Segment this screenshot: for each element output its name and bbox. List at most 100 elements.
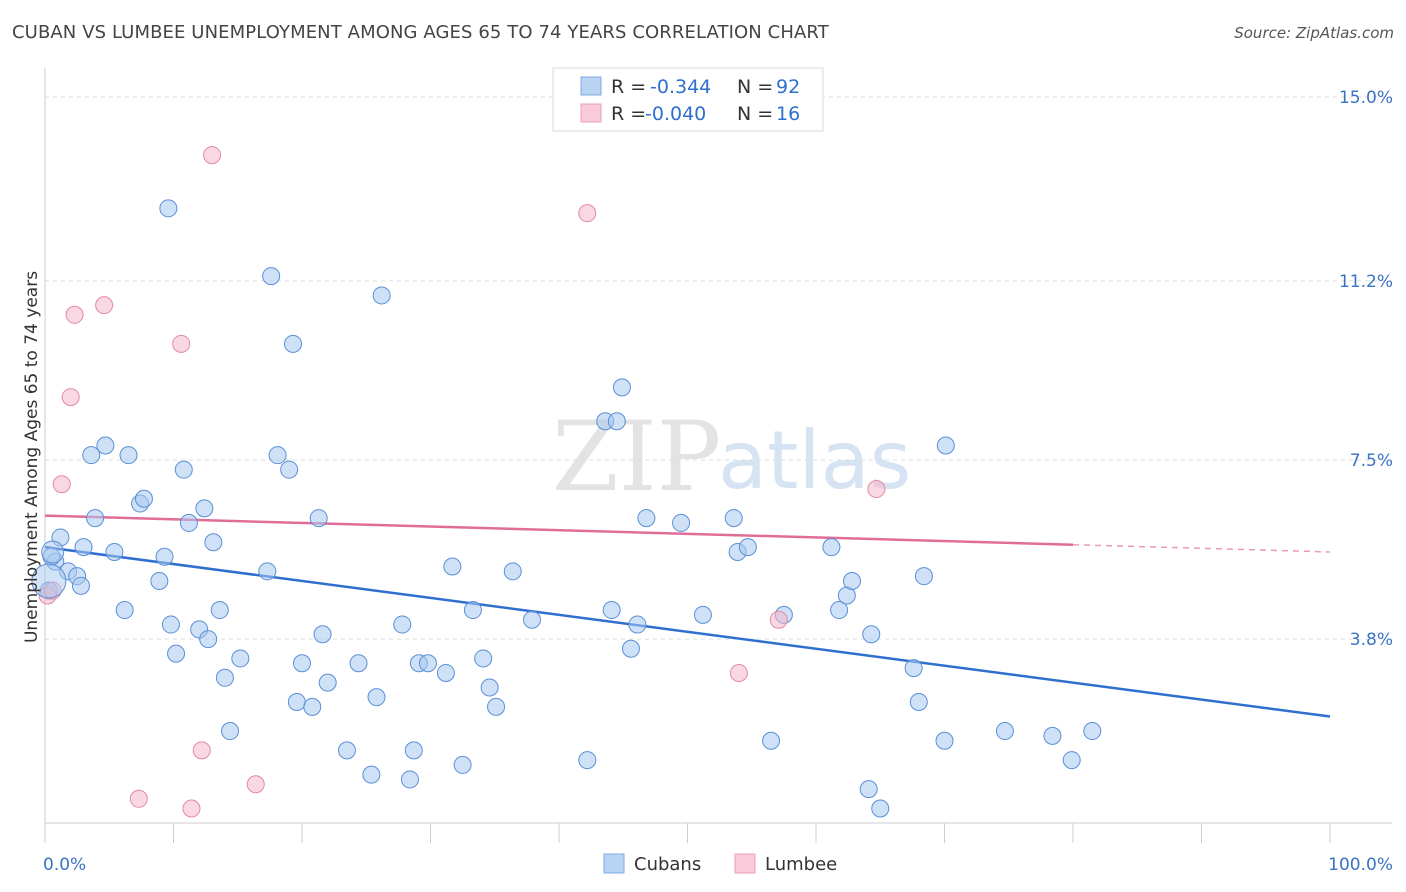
point-cubans [74,538,93,557]
y-tick-label: 15.0% [1339,88,1393,108]
y-tick-label: 11.2% [1339,272,1393,292]
point-cubans [914,567,933,586]
chart-title: CUBAN VS LUMBEE UNEMPLOYMENT AMONG AGES … [12,22,829,43]
point-cubans-large [31,563,67,599]
point-cubans [693,605,712,624]
bottom-legend-swatch-lumbee [734,853,756,874]
point-lumbee [52,475,71,494]
point-cubans [1062,751,1081,770]
point-cubans [179,513,198,532]
point-cubans [400,770,419,789]
point-cubans [303,697,322,716]
point-cubans [174,460,193,479]
point-cubans [480,678,499,697]
point-cubans [436,663,455,682]
legend-r-value-cubans: -0.344 [650,76,711,98]
point-cubans [1083,722,1102,741]
point-lumbee [578,204,597,223]
point-lumbee [192,741,211,760]
point-cubans [210,601,229,620]
point-cubans [280,460,299,479]
legend-n-value-lumbee: 16 [776,103,800,125]
correlation-legend: R = -0.344 N = 92 R = -0.040 N = 16 [552,67,824,132]
point-cubans [859,780,878,799]
point-cubans [367,688,386,707]
point-cubans [1043,726,1062,745]
point-cubans [86,509,105,528]
point-cubans [105,542,124,561]
point-cubans [262,267,281,286]
point-cubans [762,731,781,750]
point-lumbee [65,305,84,324]
point-cubans [349,654,368,673]
point-cubans [293,654,311,673]
point-cubans [119,446,138,465]
point-cubans [935,731,954,750]
point-cubans [822,538,841,557]
point-cubans [134,489,153,508]
point-cubans [578,751,597,770]
point-cubans [258,562,277,581]
point-cubans [404,741,423,760]
point-cubans [150,572,169,590]
trend-line-lumbee [44,514,1074,546]
point-lumbee [172,334,191,353]
legend-n-label-lumbee: N = [737,103,773,125]
point-cubans [871,799,890,818]
point-cubans [71,576,90,595]
point-lumbee [867,480,886,499]
point-lumbee [729,663,748,682]
point-cubans [159,199,178,218]
point-cubans [738,538,757,557]
point-cubans [463,601,482,620]
point-cubans [724,509,743,528]
point-cubans [628,615,647,634]
trend-line-extension-lumbee [1072,543,1331,553]
x-tick-label: 100.0% [1328,855,1393,875]
bottom-legend-label-lumbee: Lumbee [765,854,837,875]
point-cubans [862,625,881,644]
point-cubans [161,615,180,634]
point-cubans [284,334,303,353]
point-cubans [418,654,437,673]
point-cubans [503,562,522,581]
legend-n-value-cubans: 92 [776,76,800,98]
point-cubans [487,697,506,716]
legend-r-label-cubans: R = [611,76,646,98]
point-cubans [318,673,337,692]
point-cubans [195,499,214,518]
point-lumbee [769,610,788,629]
point-cubans [842,572,861,590]
axes [44,68,1392,843]
point-cubans [936,436,955,455]
y-tick-label: 3.8% [1350,630,1393,650]
point-cubans [830,601,849,620]
point-lumbee [182,799,201,818]
y-axis-label: Unemployment Among Ages 65 to 74 years [22,271,42,643]
point-cubans [337,741,356,760]
point-cubans [268,446,287,465]
source-label: Source: ZipAtlas.com [1234,24,1394,42]
point-cubans [309,509,328,528]
point-cubans [453,755,472,774]
point-lumbee [246,775,265,794]
data-points [31,146,1102,818]
x-tick-labels: 0.0% 100.0% [43,855,1393,875]
point-cubans [231,649,250,668]
y-tick-labels: 3.8% 7.5% 11.2% 15.0% [1339,88,1393,650]
legend-swatch-cubans [580,76,602,96]
point-cubans [215,668,234,687]
point-cubans [607,412,626,431]
point-cubans [602,601,621,620]
bottom-legend-label-cubans: Cubans [634,854,701,875]
point-lumbee [61,388,80,407]
point-cubans [621,639,640,658]
legend-r-label-lumbee: R = [611,103,646,125]
point-cubans [443,557,462,576]
point-cubans [313,625,332,644]
point-lumbee [129,789,148,808]
point-cubans [637,509,656,528]
trend-line-cubans [44,545,1331,718]
trend-lines [44,514,1331,718]
